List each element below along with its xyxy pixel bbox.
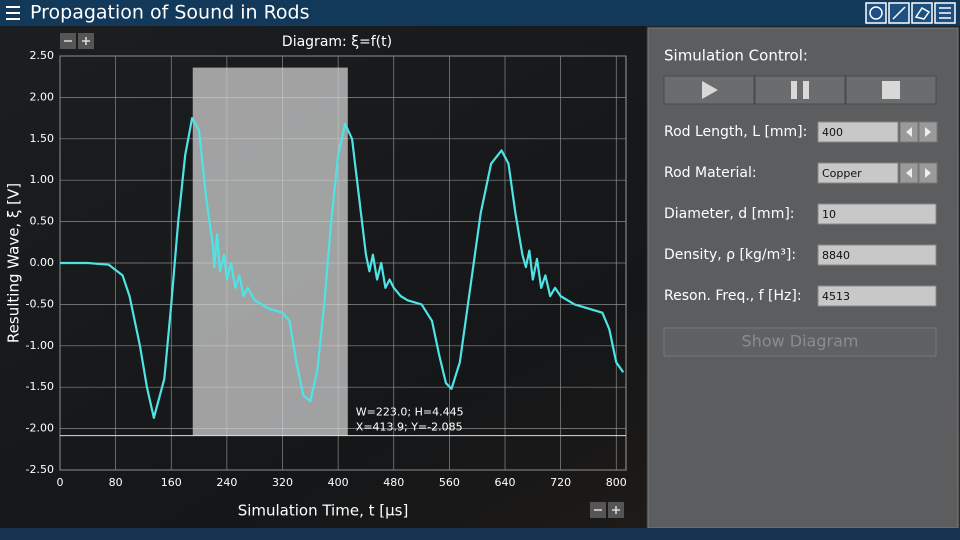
wave-line xyxy=(60,117,625,419)
x-tick-label: 400 xyxy=(328,476,349,489)
spin-arrow xyxy=(906,127,912,137)
y-tick-label: -0.50 xyxy=(26,297,54,310)
x-tick-label: 640 xyxy=(495,476,516,489)
x-tick-label: 320 xyxy=(272,476,293,489)
sim-buttons xyxy=(663,75,937,105)
y-axis-label: Resulting Wave, ξ [V] xyxy=(5,183,23,343)
field-input[interactable] xyxy=(817,285,937,307)
x-axis-label: Simulation Time, t [μs] xyxy=(238,502,409,520)
y-tick-label: 2.00 xyxy=(30,90,55,103)
chart-title: Diagram: ξ=f(t) xyxy=(282,34,392,50)
selection-size: W=223.0; H=4.445 xyxy=(356,406,464,419)
y-tick-label: 0.00 xyxy=(30,256,55,269)
spin-arrow xyxy=(906,168,912,178)
field-label: Density, ρ [kg/m³]: xyxy=(664,247,796,263)
x-tick-label: 80 xyxy=(109,476,123,489)
y-tick-label: 0.50 xyxy=(30,215,55,228)
pause-icon xyxy=(803,81,809,99)
x-tick-label: 480 xyxy=(383,476,404,489)
stop-icon xyxy=(882,81,900,99)
field-input[interactable] xyxy=(817,162,899,184)
field-value: 10 xyxy=(822,208,836,221)
fields: Rod Length, L [mm]: 400 Rod Material: Coppe… xyxy=(664,121,938,307)
x-tick-label: 240 xyxy=(216,476,237,489)
x-tick-label: 560 xyxy=(439,476,460,489)
y-tick-label: 2.50 xyxy=(30,49,55,62)
header-bar xyxy=(0,0,960,26)
field-value: Copper xyxy=(822,167,862,180)
y-tick-label: -2.50 xyxy=(26,463,54,476)
show-diagram-label: Show Diagram xyxy=(742,332,859,351)
show-diagram-button[interactable] xyxy=(663,327,937,357)
spin-arrow xyxy=(925,168,931,178)
y-tick-label: -2.00 xyxy=(26,422,54,435)
field-value: 4513 xyxy=(822,290,850,303)
x-tick-label: 160 xyxy=(161,476,182,489)
field-label: Reson. Freq., f [Hz]: xyxy=(664,288,802,304)
panel-title: Simulation Control: xyxy=(664,47,808,65)
y-tick-label: 1.50 xyxy=(30,132,55,145)
y-tick-label: 1.00 xyxy=(30,173,55,186)
y-tick-label: -1.50 xyxy=(26,380,54,393)
y-tick-label: -1.00 xyxy=(26,339,54,352)
app-title: Propagation of Sound in Rods xyxy=(30,2,310,24)
field-label: Rod Material: xyxy=(664,165,757,181)
toolbar-icons[interactable] xyxy=(865,2,956,24)
plot: 2.50 2.00 1.50 1.00 0.50 0.00 -0.50 -1.00 -1.50 -… xyxy=(26,49,627,489)
x-tick-label: 720 xyxy=(550,476,571,489)
selection-position: X=413.9; Y=-2.085 xyxy=(356,421,463,434)
zoom-bottom[interactable] xyxy=(590,502,624,518)
x-tick-label: 0 xyxy=(57,476,64,489)
pause-icon xyxy=(791,81,797,99)
field-value: 8840 xyxy=(822,249,850,262)
zoom-top[interactable] xyxy=(60,33,94,49)
spin-arrow xyxy=(925,127,931,137)
control-panel xyxy=(647,27,959,529)
x-tick-label: 800 xyxy=(606,476,627,489)
status-bar xyxy=(0,528,960,540)
field-input[interactable] xyxy=(817,203,937,225)
field-input[interactable] xyxy=(817,244,937,266)
field-value: 400 xyxy=(822,126,843,139)
field-label: Rod Length, L [mm]: xyxy=(664,124,807,140)
menu-icon[interactable] xyxy=(6,6,20,20)
pause-button[interactable] xyxy=(754,75,846,105)
play-icon xyxy=(702,81,718,99)
field-input[interactable] xyxy=(817,121,899,143)
field-label: Diameter, d [mm]: xyxy=(664,206,795,222)
